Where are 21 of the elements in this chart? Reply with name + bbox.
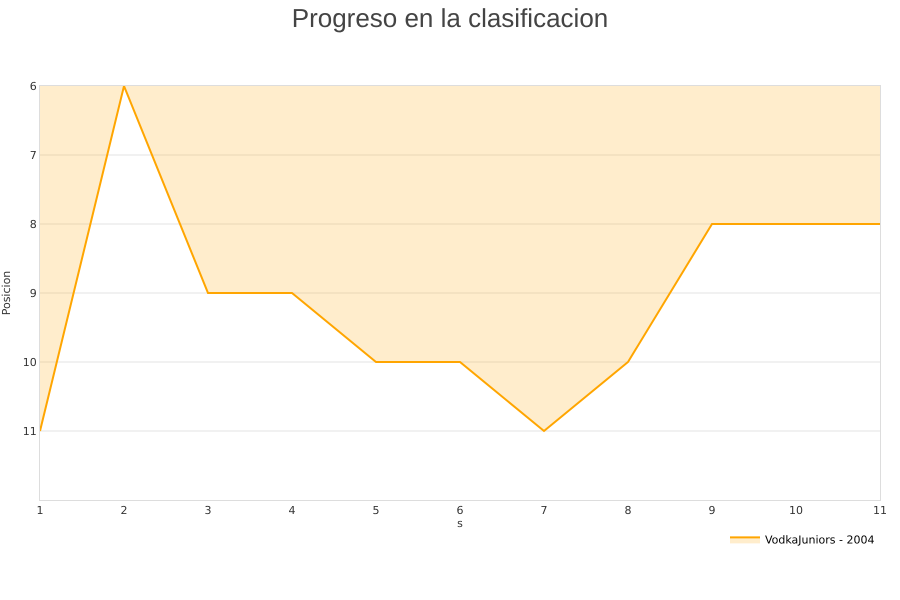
x-axis-title: s	[457, 517, 464, 530]
x-tick-label: 11	[873, 504, 887, 518]
x-tick-label: 8	[624, 504, 632, 518]
y-tick-label: 10	[22, 356, 37, 369]
y-axis-title: Posicion	[0, 270, 13, 316]
x-tick-label: 1	[36, 504, 44, 518]
x-tick-label: 2	[120, 504, 128, 518]
y-tick-label: 8	[30, 218, 37, 231]
y-tick-label: 9	[30, 286, 37, 300]
x-tick-label: 9	[708, 504, 716, 518]
legend-label: VodkaJuniors - 2004	[765, 534, 874, 547]
x-tick-label: 3	[204, 504, 212, 518]
chart-title: Progreso en la clasificacion	[292, 3, 608, 34]
x-tick-label: 7	[540, 504, 548, 518]
x-tick-label: 10	[789, 504, 803, 518]
x-tick-label: 5	[372, 504, 380, 518]
y-tick-label: 6	[30, 80, 37, 93]
x-tick-label: 6	[456, 504, 464, 518]
y-tick-label: 7	[30, 148, 37, 162]
y-tick-label: 11	[22, 424, 37, 438]
x-tick-label: 4	[288, 504, 296, 518]
